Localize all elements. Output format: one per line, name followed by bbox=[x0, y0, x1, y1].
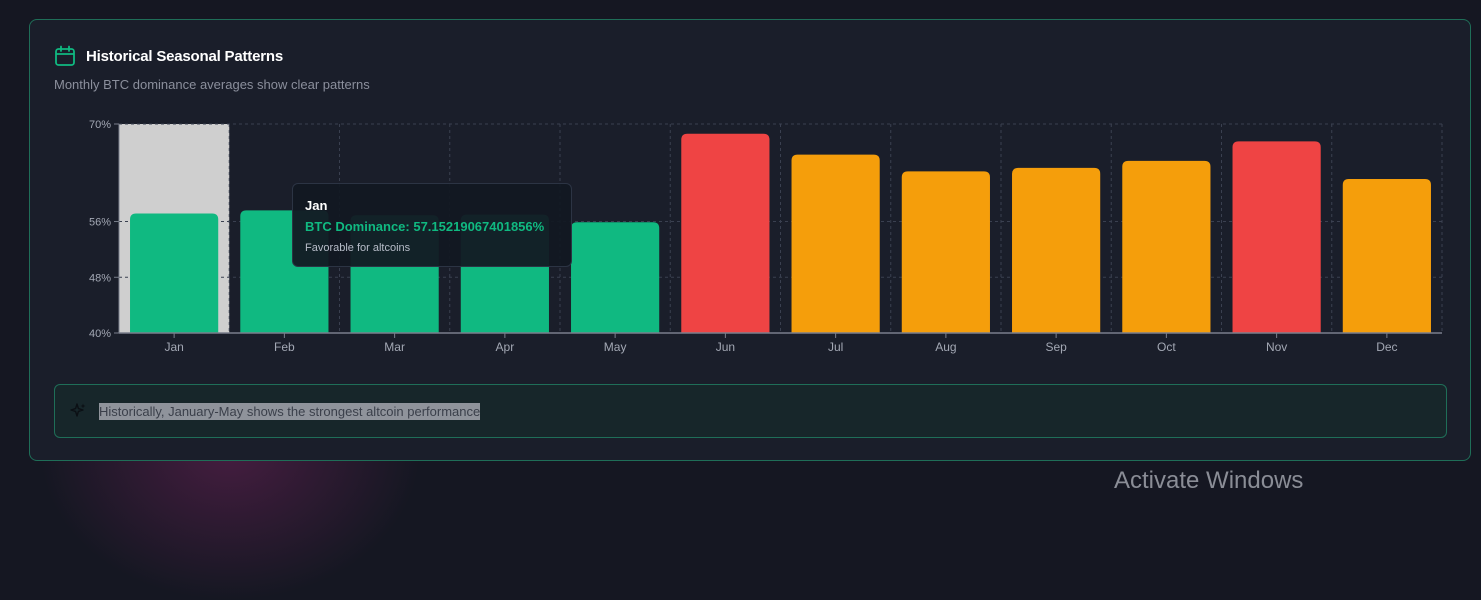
tooltip-note: Favorable for altcoins bbox=[305, 242, 411, 254]
x-tick-label: Dec bbox=[1376, 340, 1397, 354]
sparkle-icon bbox=[69, 402, 87, 420]
x-tick-label: Mar bbox=[384, 340, 405, 354]
card-title: Historical Seasonal Patterns bbox=[86, 47, 283, 65]
x-tick-label: Jul bbox=[828, 340, 843, 354]
x-tick-label: Aug bbox=[935, 340, 956, 354]
tooltip-month: Jan bbox=[305, 198, 328, 213]
x-tick-label: Feb bbox=[274, 340, 295, 354]
bar-dec bbox=[1342, 179, 1431, 333]
bar-oct bbox=[1122, 160, 1211, 333]
bar-aug bbox=[901, 171, 990, 333]
x-tick-label: Apr bbox=[496, 340, 515, 354]
y-tick-label: 56% bbox=[89, 217, 111, 229]
card-header: Historical Seasonal Patterns bbox=[54, 44, 283, 68]
dominance-bar-chart: 40% 48% 56% 70% Jan Feb Mar Apr May Jun Jul Aug Sep O… bbox=[89, 119, 1443, 354]
bar-jun bbox=[681, 133, 770, 333]
y-tick-label: 70% bbox=[89, 119, 111, 131]
x-tick-label: Nov bbox=[1266, 340, 1287, 354]
card-subtitle: Monthly BTC dominance averages show clea… bbox=[54, 77, 370, 92]
bar-jul bbox=[791, 154, 880, 333]
insight-text: Historically, January-May shows the stro… bbox=[99, 402, 481, 420]
windows-activation-watermark: Activate Windows bbox=[1114, 467, 1304, 494]
tooltip-value: BTC Dominance: 57.15219067401856% bbox=[305, 219, 545, 234]
y-tick-label: 48% bbox=[89, 272, 111, 284]
calendar-icon bbox=[54, 45, 76, 67]
bar-jan bbox=[130, 213, 219, 333]
y-tick-label: 40% bbox=[89, 328, 111, 340]
bar-may bbox=[571, 222, 660, 333]
insight-banner: Historically, January-May shows the stro… bbox=[54, 384, 1447, 438]
x-tick-label: May bbox=[604, 340, 627, 354]
x-tick-label: Jan bbox=[164, 340, 183, 354]
seasonal-patterns-card: Historical Seasonal Patterns Monthly BTC… bbox=[29, 19, 1471, 461]
chart-tooltip: Jan BTC Dominance: 57.15219067401856% Fa… bbox=[292, 183, 572, 267]
x-tick-label: Jun bbox=[716, 340, 735, 354]
x-tick-label: Oct bbox=[1157, 340, 1176, 354]
x-tick-label: Sep bbox=[1045, 340, 1067, 354]
bar-nov bbox=[1232, 141, 1321, 333]
bar-sep bbox=[1012, 167, 1101, 333]
